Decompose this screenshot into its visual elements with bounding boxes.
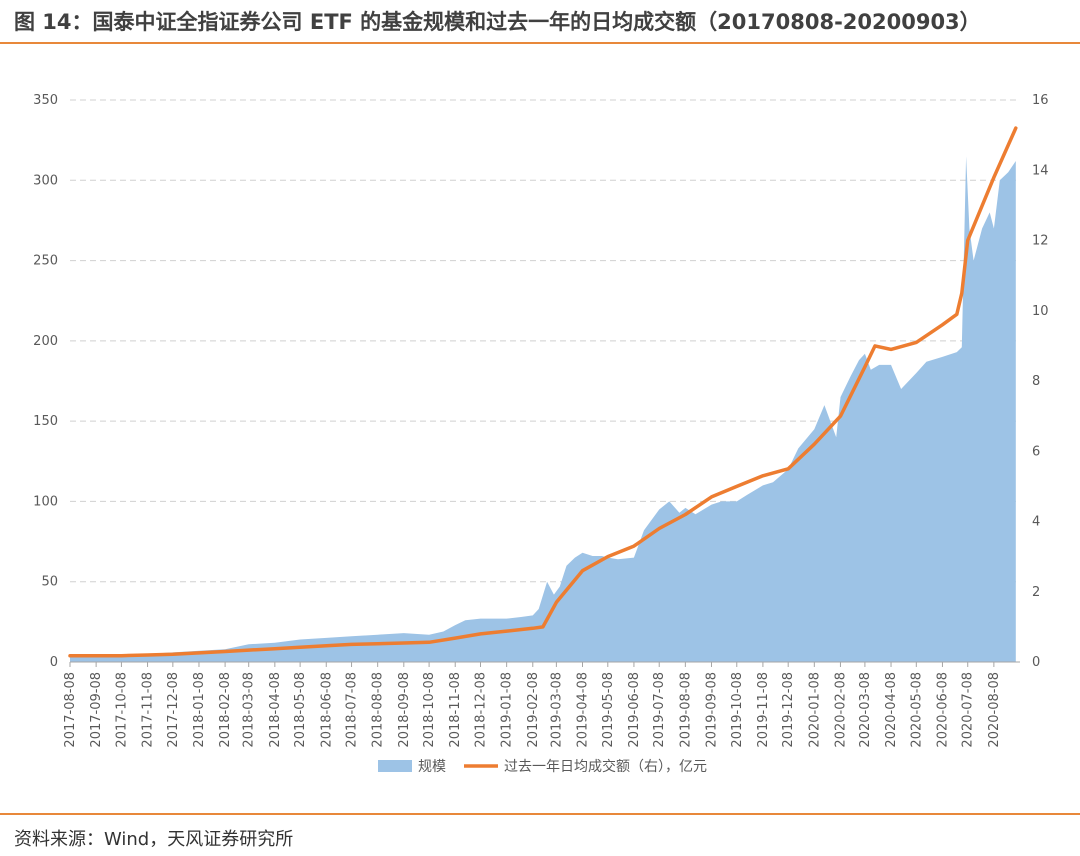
right-tick-label: 14 (1032, 163, 1049, 178)
x-tick-label: 2018-02-08 (218, 672, 233, 748)
left-tick-label: 350 (33, 93, 58, 108)
left-tick-label: 200 (33, 334, 58, 349)
x-tick-label: 2019-10-08 (730, 672, 745, 748)
x-tick-label: 2019-12-08 (781, 672, 796, 748)
x-tick-label: 2018-09-08 (397, 672, 412, 748)
legend-swatch-scale (378, 760, 412, 772)
left-tick-label: 50 (41, 575, 58, 590)
right-tick-label: 4 (1032, 515, 1040, 530)
x-tick-label: 2019-05-08 (601, 672, 616, 748)
x-tick-label: 2018-11-08 (448, 672, 463, 748)
right-tick-label: 2 (1032, 585, 1040, 600)
source-note: 资料来源：Wind，天风证券研究所 (14, 829, 294, 850)
area-series-scale (70, 156, 1016, 662)
right-tick-label: 6 (1032, 444, 1040, 459)
line-series-turnover (68, 126, 1018, 658)
x-tick-label: 2018-07-08 (345, 672, 360, 748)
x-tick-label: 2019-01-08 (500, 672, 515, 748)
x-tick-label: 2020-04-08 (884, 672, 899, 748)
x-tick-label: 2020-07-08 (961, 672, 976, 748)
right-y-axis: 0 2 4 6 8 10 12 14 16 (1032, 93, 1049, 670)
x-tick-label: 2018-06-08 (319, 672, 334, 748)
x-tick-label: 2018-12-08 (474, 672, 489, 748)
x-tick-label: 2017-08-08 (63, 672, 78, 748)
right-tick-label: 16 (1032, 93, 1049, 108)
chart: 0 50 100 150 200 250 300 350 0 2 4 6 8 10 12 14 16 2017… (33, 93, 1049, 775)
x-tick-label: 2017-11-08 (141, 672, 156, 748)
x-tick-label: 2020-02-08 (834, 672, 849, 748)
left-tick-label: 150 (33, 414, 58, 429)
right-tick-label: 0 (1032, 655, 1040, 670)
x-tick-label: 2018-10-08 (422, 672, 437, 748)
left-y-axis: 0 50 100 150 200 250 300 350 (33, 93, 58, 670)
x-tick-label: 2020-03-08 (858, 672, 873, 748)
x-tick-label: 2020-05-08 (909, 672, 924, 748)
x-tick-label: 2020-08-08 (987, 672, 1002, 748)
x-axis: 2017-08-08 2017-09-08 2017-10-08 2017-11-08… (63, 662, 1002, 748)
left-tick-label: 300 (33, 173, 58, 188)
left-tick-label: 100 (33, 494, 58, 509)
x-tick-label: 2017-09-08 (89, 672, 104, 748)
x-tick-label: 2019-03-08 (549, 672, 564, 748)
header-rule (0, 42, 1080, 44)
x-tick-label: 2020-06-08 (935, 672, 950, 748)
right-tick-label: 10 (1032, 304, 1049, 319)
legend-label-scale: 规模 (418, 759, 446, 775)
x-tick-label: 2019-09-08 (705, 672, 720, 748)
x-tick-label: 2018-08-08 (371, 672, 386, 748)
x-tick-label: 2017-12-08 (166, 672, 181, 748)
x-tick-label: 2018-01-08 (192, 672, 207, 748)
x-tick-label: 2019-06-08 (627, 672, 642, 748)
x-tick-label: 2020-01-08 (807, 672, 822, 748)
right-tick-label: 8 (1032, 374, 1040, 389)
chart-title: 图 14：国泰中证全指证券公司 ETF 的基金规模和过去一年的日均成交额（201… (14, 10, 981, 34)
legend: 规模 过去一年日均成交额（右），亿元 (378, 758, 707, 775)
left-tick-label: 0 (50, 655, 58, 670)
x-tick-label: 2019-04-08 (576, 672, 591, 748)
legend-label-turnover: 过去一年日均成交额（右），亿元 (504, 758, 707, 775)
left-tick-label: 250 (33, 254, 58, 269)
x-tick-label: 2019-02-08 (526, 672, 541, 748)
x-tick-label: 2019-11-08 (756, 672, 771, 748)
footer-rule (0, 813, 1080, 815)
x-tick-label: 2018-03-08 (242, 672, 257, 748)
x-tick-label: 2017-10-08 (114, 672, 129, 748)
x-tick-label: 2018-05-08 (293, 672, 308, 748)
right-tick-label: 12 (1032, 234, 1049, 249)
x-tick-label: 2018-04-08 (268, 672, 283, 748)
x-tick-label: 2019-07-08 (652, 672, 667, 748)
x-tick-label: 2019-08-08 (678, 672, 693, 748)
